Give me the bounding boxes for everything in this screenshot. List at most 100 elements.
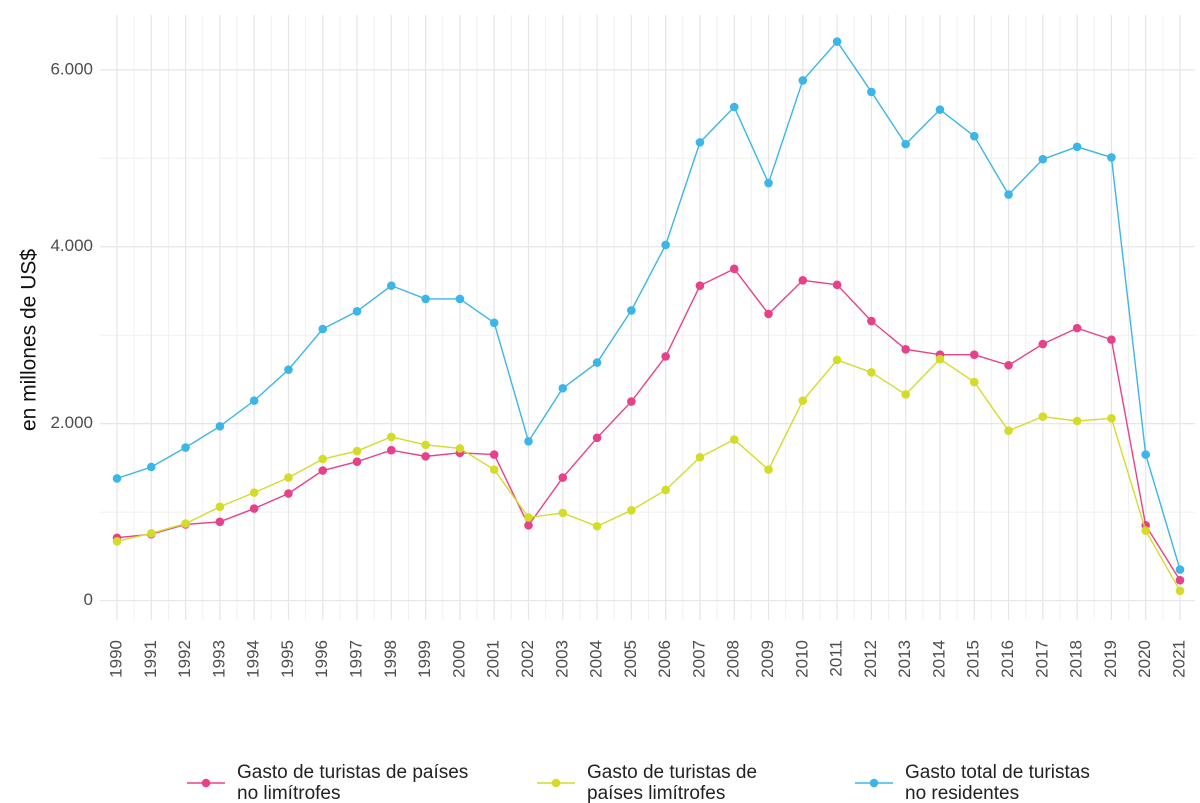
x-tick-label: 2008	[724, 640, 743, 678]
data-point	[627, 506, 636, 515]
data-point	[764, 309, 773, 319]
data-point	[935, 105, 945, 114]
data-point	[455, 444, 465, 453]
data-point	[661, 485, 670, 495]
data-point	[1038, 412, 1048, 421]
data-point	[695, 138, 705, 147]
legend-dot	[201, 778, 211, 788]
data-point	[729, 435, 739, 444]
x-tick-label: 2009	[758, 640, 777, 678]
data-point	[1004, 360, 1013, 370]
legend-dot	[869, 778, 879, 788]
data-point	[867, 368, 876, 377]
data-point	[627, 306, 636, 315]
data-point	[1072, 416, 1082, 426]
data-point	[832, 37, 842, 46]
data-point	[352, 307, 362, 316]
data-point	[1004, 426, 1013, 436]
legend-item: Gasto total de turistas no residentes	[853, 762, 1113, 803]
data-point	[558, 508, 568, 518]
data-point	[284, 365, 293, 374]
data-point	[1175, 565, 1185, 574]
data-point	[215, 421, 225, 431]
data-point	[901, 390, 910, 399]
x-tick-label: 2021	[1169, 640, 1188, 678]
x-tick-label: 2013	[895, 640, 914, 678]
data-point	[729, 264, 739, 274]
data-point	[661, 240, 670, 250]
data-point	[798, 396, 808, 405]
x-tick-label: 2003	[552, 640, 571, 678]
data-point	[112, 536, 122, 546]
data-point	[387, 432, 396, 442]
data-point	[798, 76, 808, 85]
data-point	[935, 354, 945, 364]
data-point	[695, 281, 705, 290]
data-point	[146, 462, 156, 472]
x-tick-label: 2006	[655, 640, 674, 678]
legend-item: Gasto de turistas de países limítrofes	[535, 762, 805, 803]
legend-key	[537, 778, 575, 788]
x-tick-label: 1992	[175, 640, 194, 678]
x-tick-label: 2002	[518, 640, 537, 678]
data-point	[764, 465, 773, 474]
x-tick-label: 2001	[484, 640, 503, 678]
data-point	[832, 355, 842, 365]
data-point	[729, 102, 739, 112]
data-point	[284, 473, 293, 482]
x-tick-label: 1998	[381, 640, 400, 678]
data-point	[352, 457, 362, 466]
x-tick-label: 2000	[449, 640, 468, 678]
y-axis-label: en millones de US$	[18, 249, 41, 431]
data-point	[489, 318, 499, 328]
data-point	[592, 433, 602, 443]
data-point	[764, 178, 773, 188]
data-point	[1107, 153, 1116, 162]
data-point	[352, 446, 362, 456]
x-tick-label: 2005	[621, 640, 640, 678]
x-tick-label: 2012	[861, 640, 880, 678]
x-tick-label: 2010	[792, 640, 811, 678]
x-tick-label: 2017	[1032, 640, 1051, 678]
data-point	[387, 445, 396, 455]
data-point	[867, 87, 876, 97]
data-point	[249, 504, 259, 513]
data-point	[524, 521, 533, 530]
data-point	[1072, 142, 1082, 152]
data-point	[1038, 154, 1048, 164]
x-tick-label: 2016	[998, 640, 1017, 678]
legend-key	[187, 778, 225, 788]
legend-key	[855, 778, 893, 788]
data-point	[524, 513, 533, 522]
data-point	[558, 473, 568, 482]
x-tick-label: 2007	[689, 640, 708, 678]
x-tick-label: 2015	[964, 640, 983, 678]
data-point	[901, 345, 910, 354]
legend-label: Gasto de turistas de países no limítrofe…	[237, 762, 469, 803]
x-tick-label: 1999	[415, 640, 434, 678]
data-point	[318, 454, 328, 464]
data-point	[455, 294, 465, 304]
data-point	[1141, 450, 1151, 459]
x-tick-label: 2004	[587, 640, 606, 678]
legend-label: Gasto de turistas de países limítrofes	[587, 762, 758, 803]
data-point	[592, 358, 602, 367]
data-point	[1175, 586, 1185, 596]
y-tick-label: 6.000	[50, 59, 93, 78]
chart: en millones de US$ 0 2.000 4.000 6.000 1990 1…	[18, 15, 1195, 678]
data-point	[798, 276, 808, 285]
series-line	[116, 40, 1181, 570]
data-point	[867, 316, 876, 326]
data-point	[1107, 414, 1116, 423]
data-point	[387, 281, 396, 290]
legend-dot	[551, 778, 561, 788]
data-point	[421, 452, 430, 461]
x-tick-label: 1991	[141, 640, 160, 678]
data-point	[1141, 526, 1151, 535]
data-point	[421, 294, 430, 304]
data-point	[181, 519, 190, 528]
data-point	[318, 324, 328, 334]
x-tick-label: 1996	[312, 640, 331, 678]
x-tick-label: 1990	[106, 640, 125, 678]
